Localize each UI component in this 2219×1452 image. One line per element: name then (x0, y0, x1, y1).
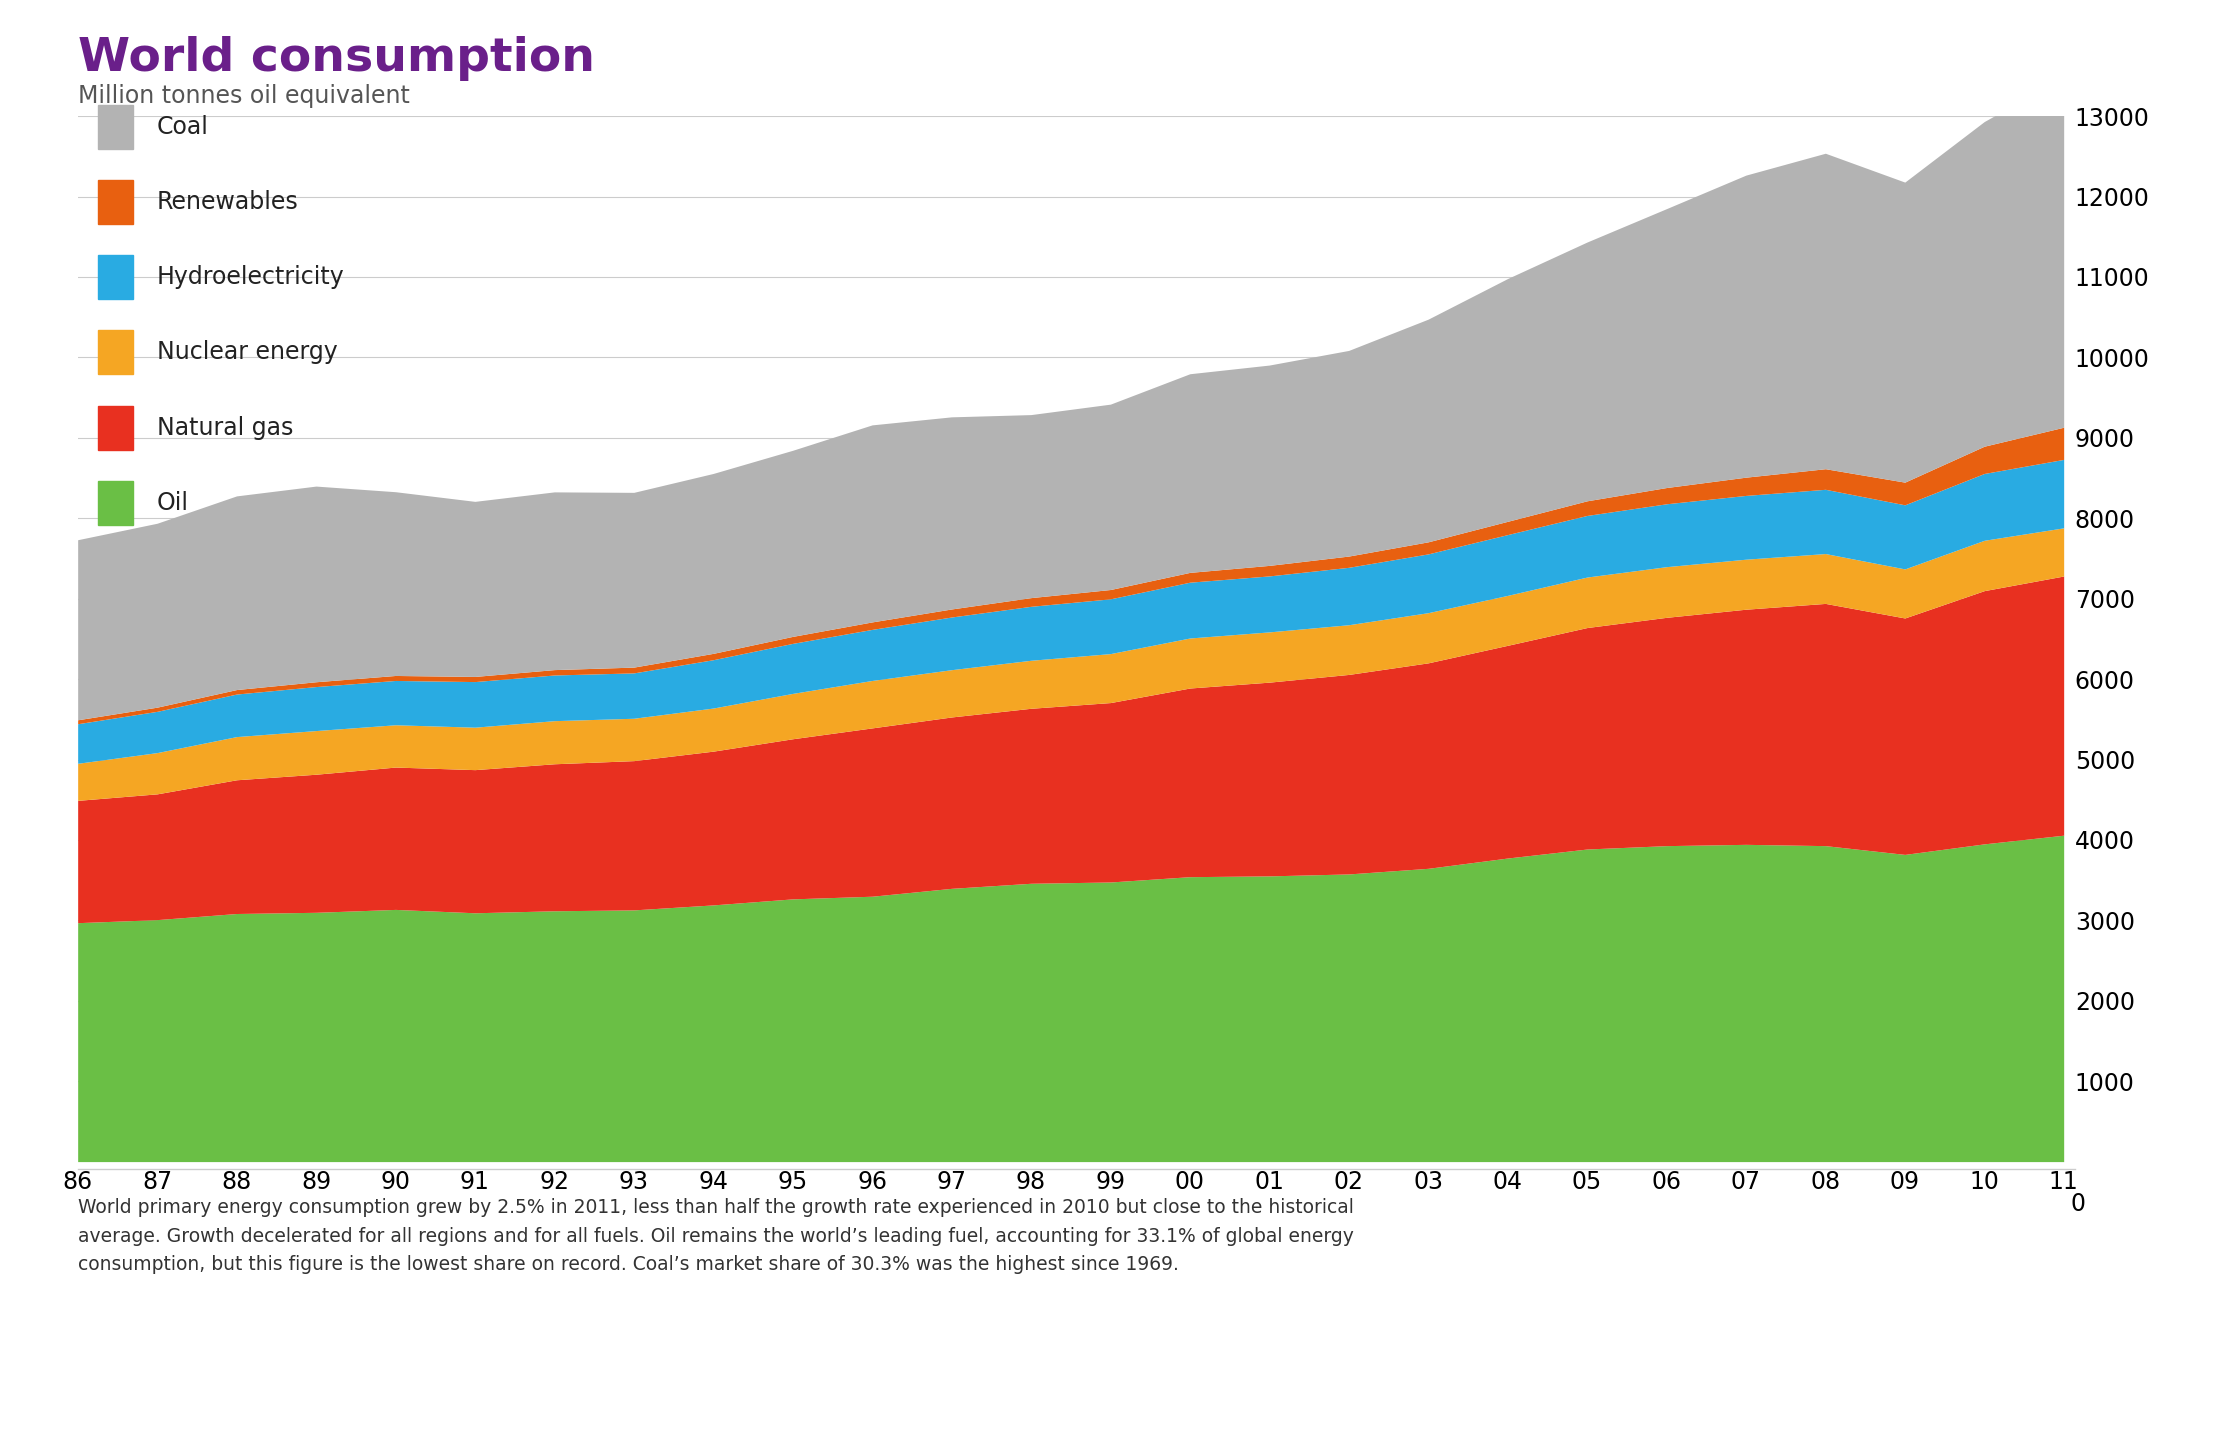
FancyBboxPatch shape (98, 405, 133, 450)
Text: World consumption: World consumption (78, 36, 595, 81)
Text: World primary energy consumption grew by 2.5% in 2011, less than half the growth: World primary energy consumption grew by… (78, 1198, 1354, 1275)
Text: Oil: Oil (158, 491, 189, 515)
FancyBboxPatch shape (98, 481, 133, 526)
FancyBboxPatch shape (98, 180, 133, 224)
FancyBboxPatch shape (98, 331, 133, 375)
Text: Hydroelectricity: Hydroelectricity (158, 266, 344, 289)
Text: 0: 0 (2070, 1192, 2086, 1217)
Text: Nuclear energy: Nuclear energy (158, 340, 337, 364)
Text: Million tonnes oil equivalent: Million tonnes oil equivalent (78, 84, 411, 109)
FancyBboxPatch shape (98, 105, 133, 148)
Text: Coal: Coal (158, 115, 209, 138)
FancyBboxPatch shape (98, 256, 133, 299)
Text: Natural gas: Natural gas (158, 415, 293, 440)
Text: Renewables: Renewables (158, 190, 300, 213)
